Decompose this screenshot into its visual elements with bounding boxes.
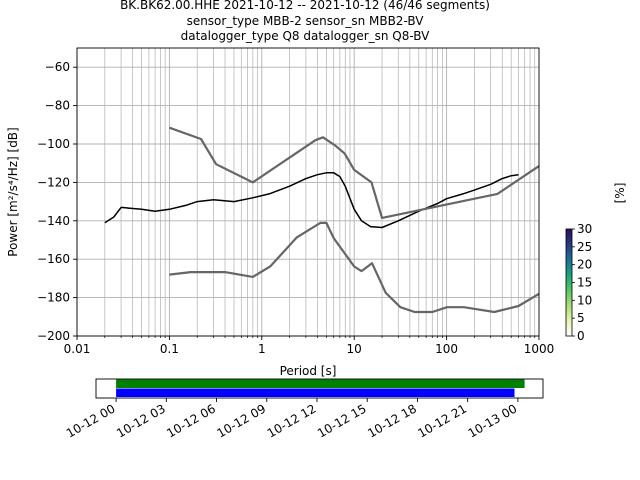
x-tick-label: 10 — [347, 342, 362, 356]
timeline-bar-green — [116, 379, 525, 388]
y-tick-label: −80 — [45, 99, 70, 113]
x-axis-label: Period [s] — [280, 364, 337, 378]
nlnm-curve — [169, 221, 540, 314]
title-line-3: datalogger_type Q8 datalogger_sn Q8-BV — [181, 29, 431, 43]
timeline-tick-label: 10-12 15 — [315, 401, 369, 440]
x-tick-label: 1000 — [524, 342, 555, 356]
x-tick-label: 100 — [435, 342, 458, 356]
y-tick-label: −120 — [37, 175, 70, 189]
x-tick-label: 0.01 — [64, 342, 91, 356]
timeline-tick-label: 10-12 00 — [64, 401, 118, 440]
colorbar: 0 5 10 15 20 25 30 [%] — [565, 183, 627, 343]
y-axis-label: Power [m²/s⁴/Hz] [dB] — [6, 127, 20, 256]
y-tick-label: −200 — [37, 329, 70, 343]
mean-curve — [104, 172, 519, 229]
y-tick-label: −60 — [45, 60, 70, 74]
colorbar-tick-label: 25 — [577, 240, 592, 254]
timeline-tick-label: 10-12 09 — [215, 401, 269, 440]
colorbar-bar — [565, 228, 573, 337]
y-tick-label: −100 — [37, 137, 70, 151]
plot-frame — [76, 47, 540, 337]
plot-area — [77, 48, 539, 336]
colorbar-tick-label: 5 — [577, 311, 585, 325]
colorbar-tick-label: 30 — [577, 222, 592, 236]
y-tick-label: −180 — [37, 291, 70, 305]
title-line-1: BK.BK62.00.HHE 2021-10-12 -- 2021-10-12 … — [120, 0, 490, 12]
colorbar-tick-label: 15 — [577, 276, 592, 290]
y-tick-label: −140 — [37, 214, 70, 228]
colorbar-tick-label: 0 — [577, 329, 585, 343]
title-line-2: sensor_type MBB-2 sensor_sn MBB2-BV — [187, 14, 425, 28]
timeline-tick-label: 10-13 00 — [466, 401, 520, 440]
timeline-tick-label: 10-12 03 — [114, 401, 168, 440]
colorbar-label: [%] — [613, 183, 627, 204]
timeline-tick-label: 10-12 18 — [365, 401, 419, 440]
colorbar-tick-label: 20 — [577, 258, 592, 272]
y-axis: −200 −180 −160 −140 −120 −100 −80 −60 Power [m²/… — [6, 60, 77, 343]
colorbar-tick-label: 10 — [577, 293, 592, 307]
timeline-tick-label: 10-12 21 — [415, 401, 469, 440]
timeline-tick-label: 10-12 06 — [164, 401, 218, 440]
timeline-bar-blue — [116, 388, 515, 397]
y-tick-label: −160 — [37, 252, 70, 266]
x-tick-label: 0.1 — [160, 342, 179, 356]
x-tick-label: 1 — [258, 342, 266, 356]
x-axis: 0.01 0.1 1 10 100 1000 Period [s] — [64, 336, 555, 378]
nhnm-curve — [169, 126, 540, 219]
figure-title: BK.BK62.00.HHE 2021-10-12 -- 2021-10-12 … — [120, 0, 490, 43]
grid — [76, 48, 539, 337]
timeline-tick-label: 10-12 12 — [265, 401, 319, 440]
